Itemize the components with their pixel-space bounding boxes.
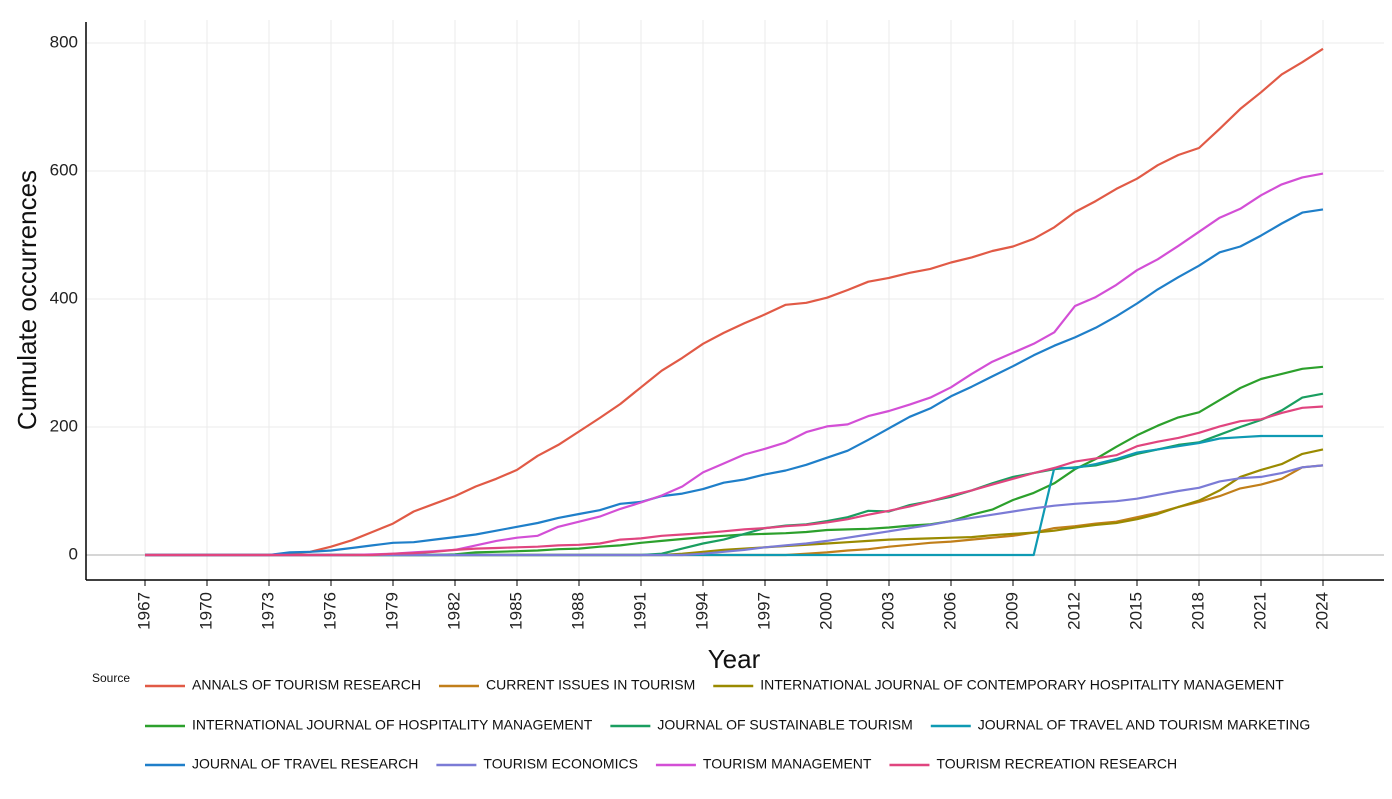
x-tick-label: 1967 — [134, 592, 153, 630]
series-lines — [145, 47, 1324, 557]
x-tick-label: 2024 — [1312, 592, 1331, 630]
legend-label: JOURNAL OF SUSTAINABLE TOURISM — [657, 717, 912, 733]
y-tick-label: 0 — [69, 544, 78, 563]
x-tick-label: 2018 — [1188, 592, 1207, 630]
legend-label: JOURNAL OF TRAVEL AND TOURISM MARKETING — [978, 717, 1310, 733]
series-line-8 — [145, 464, 1324, 557]
series-line-2 — [145, 464, 1324, 557]
x-tick-label: 1985 — [506, 592, 525, 630]
y-tick-label: 800 — [50, 32, 78, 51]
x-tick-label: 2009 — [1002, 592, 1021, 630]
x-tick-label: 1994 — [692, 592, 711, 630]
x-tick-label: 1997 — [754, 592, 773, 630]
x-tick-label: 2000 — [816, 592, 835, 630]
series-line-3 — [145, 448, 1324, 557]
legend-label: INTERNATIONAL JOURNAL OF CONTEMPORARY HO… — [760, 677, 1284, 693]
y-tick-label: 200 — [50, 416, 78, 435]
x-tick-label: 1991 — [630, 592, 649, 630]
series-line-10 — [145, 405, 1324, 557]
legend-title: Source — [92, 671, 130, 685]
y-tick-label: 400 — [50, 288, 78, 307]
y-axis-title: Cumulate occurrences — [12, 170, 42, 430]
legend: Source ANNALS OF TOURISM RESEARCH CURRENT… — [92, 671, 1310, 772]
series-line-7 — [145, 208, 1324, 557]
legend-label: TOURISM MANAGEMENT — [703, 756, 872, 772]
x-tick-label: 1979 — [382, 592, 401, 630]
legend-label: JOURNAL OF TRAVEL RESEARCH — [192, 756, 418, 772]
y-tick-label: 600 — [50, 160, 78, 179]
x-tick-label: 2006 — [940, 592, 959, 630]
x-tick-label: 2003 — [878, 592, 897, 630]
y-axis-ticks: 0 200 400 600 800 — [50, 32, 78, 563]
grid — [86, 20, 1384, 580]
x-tick-label: 2015 — [1126, 592, 1145, 630]
x-tick-label: 2021 — [1250, 592, 1269, 630]
x-axis-ticks: 1967 1970 1973 1976 1979 1982 1985 1988 1991 1994… — [134, 580, 1331, 630]
axes — [85, 22, 1384, 581]
legend-label: INTERNATIONAL JOURNAL OF HOSPITALITY MAN… — [192, 717, 593, 733]
x-tick-label: 1976 — [320, 592, 339, 630]
series-line-4 — [145, 365, 1324, 557]
legend-label: ANNALS OF TOURISM RESEARCH — [192, 677, 421, 693]
legend-label: CURRENT ISSUES IN TOURISM — [486, 677, 695, 693]
series-line-1 — [145, 47, 1324, 557]
x-tick-label: 1982 — [444, 592, 463, 630]
x-tick-label: 1970 — [196, 592, 215, 630]
x-axis-title: Year — [708, 644, 761, 674]
legend-label: TOURISM RECREATION RESEARCH — [936, 756, 1177, 772]
legend-label: TOURISM ECONOMICS — [483, 756, 638, 772]
x-tick-label: 1988 — [568, 592, 587, 630]
x-tick-label: 2012 — [1064, 592, 1083, 630]
x-tick-label: 1973 — [258, 592, 277, 630]
